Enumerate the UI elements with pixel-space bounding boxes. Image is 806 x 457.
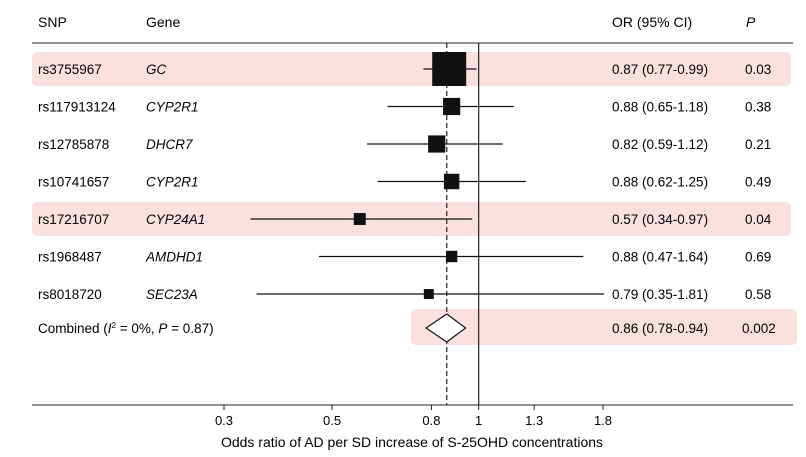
gene-label: GC — [146, 62, 167, 77]
or-ci-label: 0.79 (0.35-1.81) — [612, 287, 708, 302]
combined-p: 0.002 — [742, 321, 776, 336]
or-ci-label: 0.57 (0.34-0.97) — [612, 212, 708, 227]
point-estimate-square — [353, 213, 366, 225]
combined-label: Combined (I2 = 0%, P = 0.87) — [38, 321, 214, 336]
header-p: P — [746, 14, 756, 30]
snp-label: rs117913124 — [38, 100, 116, 115]
p-value-label: 0.04 — [745, 212, 772, 227]
x-tick-label: 1 — [475, 413, 482, 428]
snp-label: rs3755967 — [38, 62, 102, 77]
point-estimate-square — [445, 250, 458, 263]
snp-label: rs12785878 — [38, 137, 109, 152]
x-tick-label: 0.8 — [422, 413, 440, 428]
gene-label: AMDHD1 — [145, 250, 203, 265]
or-ci-label: 0.88 (0.47-1.64) — [612, 250, 708, 265]
or-ci-label: 0.87 (0.77-0.99) — [612, 62, 708, 77]
gene-label: CYP2R1 — [146, 175, 199, 190]
p-value-label: 0.69 — [745, 250, 771, 265]
x-ticks: 0.3 0.5 0.8 1 1.3 1.8 — [215, 405, 612, 428]
p-value-label: 0.03 — [745, 62, 771, 77]
snp-label: rs1968487 — [38, 250, 102, 265]
p-value-label: 0.49 — [745, 175, 771, 190]
x-axis-label: Odds ratio of AD per SD increase of S-25… — [221, 434, 603, 450]
x-tick-label: 1.8 — [594, 413, 612, 428]
gene-label: CYP2R1 — [146, 100, 199, 115]
combined-diamond — [425, 313, 467, 343]
or-ci-label: 0.88 (0.65-1.18) — [612, 100, 708, 115]
combined-or-ci: 0.86 (0.78-0.94) — [612, 321, 708, 336]
combined-highlight-band — [411, 309, 797, 345]
header-or-ci: OR (95% CI) — [612, 14, 692, 30]
point-estimate-square — [423, 289, 434, 299]
gene-label: CYP24A1 — [146, 212, 205, 227]
row-highlight-band — [32, 52, 791, 86]
point-estimate-square — [443, 97, 461, 116]
x-tick-label: 1.3 — [525, 413, 543, 428]
x-tick-label: 0.5 — [323, 413, 341, 428]
p-value-label: 0.58 — [745, 287, 771, 302]
snp-label: rs8018720 — [38, 287, 102, 302]
snp-label: rs17216707 — [38, 212, 109, 227]
or-ci-label: 0.88 (0.62-1.25) — [612, 175, 708, 190]
study-rows: rs3755967 GC 0.87 (0.77-0.99) 0.03 rs1179131… — [38, 52, 772, 302]
header-gene: Gene — [146, 14, 180, 30]
point-estimate-square — [432, 52, 467, 86]
header-snp: SNP — [38, 14, 67, 30]
point-estimate-square — [428, 135, 446, 153]
gene-label: DHCR7 — [146, 137, 193, 152]
p-value-label: 0.21 — [745, 137, 771, 152]
gene-label: SEC23A — [146, 287, 198, 302]
x-tick-label: 0.3 — [215, 413, 233, 428]
snp-label: rs10741657 — [38, 175, 109, 190]
p-value-label: 0.38 — [745, 100, 771, 115]
point-estimate-square — [443, 173, 460, 190]
or-ci-label: 0.82 (0.59-1.12) — [612, 137, 708, 152]
